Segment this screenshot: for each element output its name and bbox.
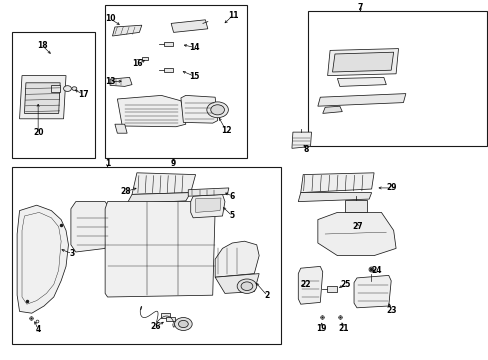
Bar: [12, 167, 281, 344]
Text: 17: 17: [78, 90, 88, 99]
Polygon shape: [291, 132, 311, 148]
Polygon shape: [322, 106, 342, 113]
Bar: [163, 68, 172, 72]
Text: 26: 26: [150, 323, 161, 331]
Circle shape: [237, 279, 256, 293]
Polygon shape: [317, 212, 395, 256]
Text: 9: 9: [171, 158, 176, 167]
Polygon shape: [17, 205, 68, 313]
Text: 8: 8: [304, 145, 308, 154]
Polygon shape: [188, 188, 228, 196]
Text: 15: 15: [189, 72, 200, 81]
Text: 27: 27: [352, 222, 363, 231]
Text: 22: 22: [300, 280, 310, 289]
Polygon shape: [110, 77, 132, 86]
Text: 4: 4: [36, 325, 41, 334]
Text: 21: 21: [338, 324, 348, 333]
Polygon shape: [215, 241, 259, 277]
Text: 16: 16: [132, 59, 143, 68]
Circle shape: [210, 105, 224, 115]
Text: 18: 18: [37, 41, 48, 50]
Bar: [12, 32, 95, 158]
Polygon shape: [344, 200, 366, 212]
Polygon shape: [117, 95, 185, 127]
Text: 6: 6: [229, 192, 234, 201]
Text: 14: 14: [189, 43, 200, 52]
Polygon shape: [105, 202, 215, 297]
Polygon shape: [190, 194, 224, 218]
Text: 19: 19: [316, 324, 326, 333]
Text: 28: 28: [121, 187, 131, 196]
Circle shape: [174, 318, 192, 330]
Polygon shape: [317, 94, 405, 106]
Polygon shape: [353, 275, 390, 308]
Text: 25: 25: [340, 280, 350, 289]
Polygon shape: [327, 49, 398, 76]
Polygon shape: [298, 193, 371, 202]
Bar: [326, 286, 337, 292]
Text: 7: 7: [357, 3, 362, 12]
Circle shape: [178, 320, 188, 328]
Polygon shape: [115, 124, 127, 133]
Bar: [161, 313, 170, 318]
Polygon shape: [181, 95, 217, 123]
Circle shape: [241, 282, 252, 291]
Text: 12: 12: [220, 126, 231, 135]
Polygon shape: [127, 193, 190, 203]
Text: 10: 10: [104, 14, 115, 23]
Text: 2: 2: [264, 292, 269, 300]
Polygon shape: [298, 266, 322, 304]
Polygon shape: [337, 77, 386, 86]
Polygon shape: [132, 173, 195, 194]
Polygon shape: [24, 83, 60, 113]
Bar: [51, 85, 60, 92]
Text: 29: 29: [385, 184, 396, 192]
Circle shape: [206, 102, 228, 118]
Circle shape: [63, 86, 71, 91]
Polygon shape: [20, 76, 66, 119]
Text: 24: 24: [370, 266, 381, 275]
Text: 20: 20: [33, 128, 43, 137]
Polygon shape: [112, 25, 142, 36]
Polygon shape: [332, 52, 393, 72]
Circle shape: [72, 87, 77, 90]
Polygon shape: [215, 274, 259, 293]
Bar: [142, 57, 147, 60]
Text: 5: 5: [229, 211, 234, 220]
Polygon shape: [171, 20, 207, 32]
Bar: [105, 5, 246, 158]
Polygon shape: [195, 198, 221, 212]
Text: 3: 3: [70, 249, 75, 258]
Bar: [163, 42, 172, 46]
Text: 23: 23: [385, 306, 396, 315]
Text: 13: 13: [104, 77, 115, 86]
Bar: [166, 317, 175, 321]
Polygon shape: [71, 202, 110, 252]
Polygon shape: [300, 173, 373, 193]
Bar: [307, 11, 486, 146]
Text: 1: 1: [105, 158, 110, 167]
Text: 11: 11: [227, 10, 238, 19]
